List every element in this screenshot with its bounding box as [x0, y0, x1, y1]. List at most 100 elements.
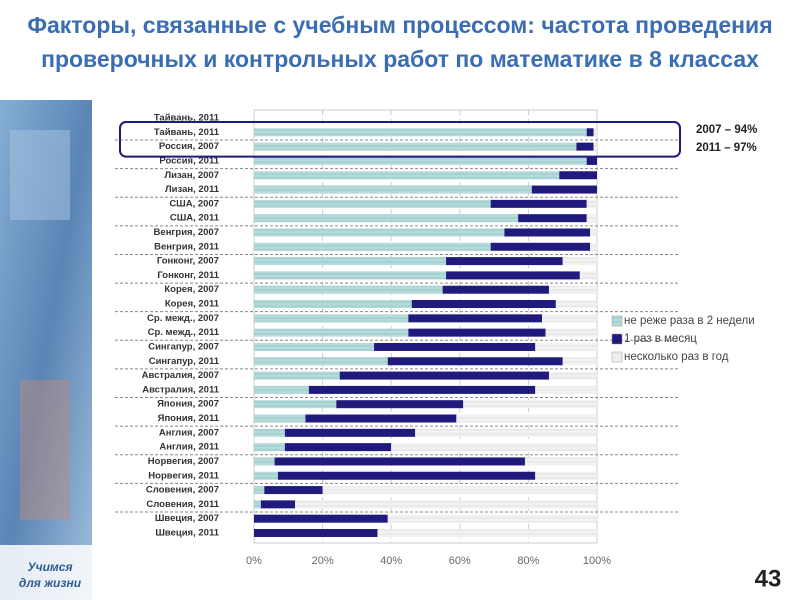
bar-segment [254, 285, 443, 294]
x-tick-label: 40% [380, 555, 402, 567]
bar-segment [254, 171, 560, 180]
bar-segment [590, 228, 597, 237]
legend-label: несколько раз в год [624, 351, 729, 363]
bar-segment [254, 528, 378, 537]
bar-segment [593, 128, 597, 137]
bar-segment [339, 371, 549, 380]
bar-segment [545, 328, 597, 337]
x-tick-label: 0% [246, 555, 262, 567]
bar-segment [411, 300, 556, 309]
y-tick-label: Япония, 2011 [158, 413, 220, 424]
x-tick-label: 20% [312, 555, 334, 567]
y-tick-label: Англия, 2007 [159, 427, 219, 438]
bar-segment [446, 271, 580, 280]
bar-segment [260, 500, 296, 509]
legend-label: не реже раза в 2 недели [624, 315, 755, 327]
annotation: 2011 – 97% [696, 142, 757, 154]
y-tick-label: Россия, 2011 [159, 155, 219, 166]
bar-segment [576, 142, 594, 151]
bar-segment [254, 471, 279, 480]
legend-label: 1 раз в месяц [624, 333, 697, 345]
bar-segment [442, 285, 549, 294]
legend-swatch [611, 315, 623, 327]
bar-segment [504, 228, 591, 237]
legend-swatch [611, 333, 623, 345]
y-tick-label: Россия, 2007 [159, 141, 219, 152]
y-tick-label: Австралия, 2007 [142, 370, 219, 381]
logo-text: для жизни [19, 576, 82, 590]
y-tick-label: Австралия, 2011 [142, 384, 220, 395]
bar-segment [264, 486, 323, 495]
bar-segment [278, 471, 536, 480]
y-tick-label: Тайвань, 2011 [154, 127, 220, 138]
bar-segment [463, 400, 597, 409]
legend-swatch [611, 351, 623, 363]
y-tick-label: Сингапур, 2007 [148, 341, 219, 352]
bar-segment [559, 171, 597, 180]
bar-segment [254, 443, 285, 452]
annotation: 2007 – 94% [696, 124, 757, 136]
bar-segment [415, 428, 597, 437]
y-tick-label: Лизан, 2011 [165, 184, 220, 195]
bar-segment [387, 514, 597, 523]
logo-backdrop [0, 545, 95, 600]
y-tick-label: США, 2007 [169, 198, 219, 209]
page-number-box [735, 560, 800, 600]
y-tick-label: Гонконг, 2007 [157, 256, 219, 267]
y-tick-label: Сингапур, 2011 [149, 356, 220, 367]
bar-segment [542, 314, 597, 323]
bar-segment [531, 185, 597, 194]
bar-segment [254, 486, 265, 495]
bar-segment [254, 428, 285, 437]
bar-segment [254, 342, 375, 351]
bar-segment [562, 257, 597, 266]
bar-segment [254, 328, 409, 337]
bar-segment [593, 142, 597, 151]
y-tick-label: Гонконг, 2011 [157, 270, 219, 281]
y-tick-label: Корея, 2011 [165, 299, 220, 310]
bar-segment [254, 199, 491, 208]
bar-segment [254, 500, 261, 509]
bar-segment [284, 428, 416, 437]
bar-segment [254, 357, 388, 366]
y-tick-label: Швеция, 2007 [155, 513, 219, 524]
bar-segment [254, 228, 505, 237]
bar-segment [308, 385, 536, 394]
bar-segment [377, 528, 597, 537]
y-tick-label: Ср. межд., 2011 [148, 327, 220, 338]
bar-segment [490, 199, 587, 208]
y-tick-label: Венгрия, 2007 [154, 227, 219, 238]
bar-segment [336, 400, 464, 409]
bar-segment [254, 128, 587, 137]
y-tick-label: США, 2011 [170, 213, 220, 224]
bar-segment [295, 500, 597, 509]
y-tick-label: Норвегия, 2011 [148, 470, 219, 481]
y-tick-label: Ср. межд., 2007 [147, 313, 219, 324]
bar-segment [305, 414, 457, 423]
bar-segment [555, 300, 597, 309]
bar-segment [586, 214, 597, 223]
x-tick-label: 60% [449, 555, 471, 567]
y-tick-label: Словения, 2011 [146, 499, 219, 510]
side-decoration [20, 380, 70, 520]
y-tick-label: Тайвань, 2011 [154, 113, 220, 124]
bar-segment [579, 271, 597, 280]
bar-segment [586, 156, 597, 165]
bar-segment [254, 314, 409, 323]
bar-segment [254, 271, 447, 280]
bar-segment [408, 314, 543, 323]
bar-segment [254, 142, 577, 151]
y-tick-label: Корея, 2007 [164, 284, 219, 295]
bar-segment [548, 285, 597, 294]
bar-segment [254, 257, 447, 266]
bar-segment [524, 457, 597, 466]
bar-segment [562, 357, 597, 366]
chart-title: Факторы, связанные с учебным процессом: … [27, 12, 773, 72]
bar-segment [446, 257, 563, 266]
bar-segment [391, 443, 597, 452]
bar-segment [535, 471, 597, 480]
bar-segment [254, 300, 412, 309]
bar-segment [254, 242, 491, 251]
